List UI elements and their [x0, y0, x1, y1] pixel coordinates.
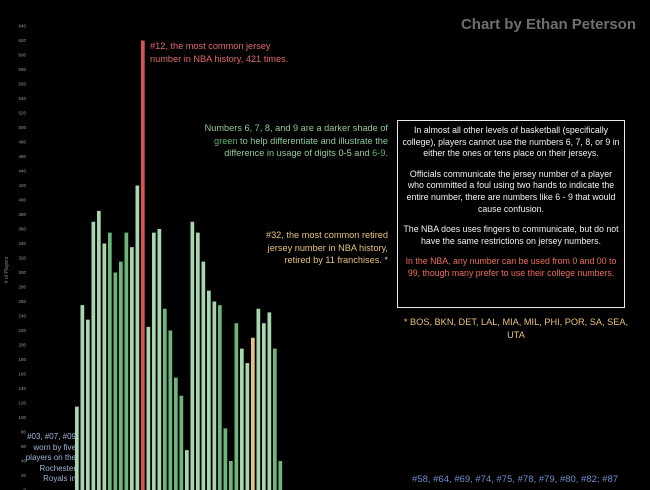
info-paragraph-4: In the NBA, any number can be used from …	[405, 256, 617, 278]
bar-number-21	[190, 221, 195, 490]
bar-number-16	[163, 308, 167, 490]
y-tick-label: 20	[21, 473, 27, 478]
y-tick-label: 180	[18, 357, 26, 362]
annotation-unused-numbers: #58, #64, #69, #74, #75, #78, #79, #80, …	[412, 474, 619, 485]
bar-number-9	[124, 232, 129, 490]
bar-number-32	[251, 337, 255, 490]
y-tick-label: 420	[18, 183, 26, 188]
annotation-green-text-3: and	[351, 148, 373, 158]
bar-number-26	[218, 305, 222, 490]
bar-number-31	[245, 363, 250, 490]
info-paragraph-2: Officials communicate the jersey number …	[406, 168, 616, 214]
y-tick-label: 520	[18, 111, 26, 116]
y-tick-label: 640	[18, 24, 26, 29]
y-tick-label: 60	[21, 444, 27, 449]
bar-number-33	[256, 308, 261, 490]
retired-teams-note: * BOS, BKN, DET, LAL, MIA, MIL, PHI, POR…	[403, 317, 629, 340]
bar-number-23	[201, 261, 206, 490]
y-tick-label: 540	[18, 96, 26, 101]
y-tick-label: 500	[18, 125, 26, 130]
y-tick-label: 380	[18, 212, 26, 217]
y-tick-label: 620	[18, 38, 26, 43]
y-tick-label: 140	[18, 386, 26, 391]
bar-number-34	[262, 323, 266, 490]
bar-number-2	[86, 319, 90, 490]
y-tick-label: 460	[18, 154, 26, 159]
y-tick-label: 300	[18, 270, 26, 275]
y-tick-label: 360	[18, 227, 26, 232]
y-axis-ticks: 0 20 40 60 80 100 120 140 160 180 200 220 240 260 280 3…	[18, 24, 26, 490]
y-tick-label: 320	[18, 256, 26, 261]
annotation-number-12: #12, the most common jersey number in NB…	[150, 41, 289, 64]
bars	[75, 40, 283, 490]
y-tick-label: 440	[18, 169, 26, 174]
annotation-green-range-1: 0-5	[338, 148, 352, 158]
chart-credit: Chart by Ethan Peterson	[460, 16, 636, 33]
y-tick-label: 120	[18, 401, 26, 406]
annotation-green-text-2: to help differentiate and illustrate the…	[224, 135, 388, 159]
bar-number-29	[234, 323, 239, 490]
y-tick-label: 280	[18, 285, 26, 290]
annotation-number-32: #32, the most common retired jersey numb…	[265, 230, 388, 265]
annotation-green-text-4: .	[385, 148, 388, 158]
bar-number-20	[185, 450, 189, 490]
y-tick-label: 340	[18, 241, 26, 246]
bar-number-0	[75, 406, 79, 490]
y-tick-label: 40	[21, 459, 27, 464]
bar-number-4	[97, 210, 101, 490]
bar-number-3	[91, 221, 96, 490]
bar-number-10	[130, 247, 134, 490]
y-tick-label: 560	[18, 82, 26, 87]
bar-number-13	[146, 326, 151, 490]
bar-number-19	[179, 395, 184, 490]
bar-number-15	[157, 229, 162, 490]
bar-number-24	[207, 290, 211, 490]
bar-number-28	[229, 461, 233, 490]
y-tick-label: 260	[18, 299, 26, 304]
y-tick-label: 200	[18, 343, 26, 348]
y-tick-label: 400	[18, 198, 26, 203]
info-box: In almost all other levels of basketball…	[397, 120, 625, 308]
bar-number-5	[102, 243, 107, 490]
bar-number-14	[152, 232, 156, 490]
annotation-green-range-2: 6-9	[372, 148, 386, 158]
y-tick-label: 220	[18, 328, 26, 333]
bar-number-18	[174, 377, 178, 490]
bar-number-12	[141, 40, 145, 490]
bar-number-35	[267, 312, 272, 490]
bar-number-8	[119, 261, 123, 490]
y-tick-label: 240	[18, 314, 26, 319]
annotation-green-shades: Numbers 6, 7, 8, and 9 are a darker shad…	[200, 122, 388, 160]
y-axis-label: # of Players	[4, 256, 10, 283]
bar-number-6	[108, 232, 112, 490]
bar-number-27	[223, 428, 228, 490]
bar-number-11	[135, 185, 140, 490]
y-tick-label: 160	[18, 372, 26, 377]
bar-number-17	[168, 330, 173, 490]
bar-number-25	[212, 301, 217, 490]
bar-number-22	[196, 232, 200, 490]
info-paragraph-3: The NBA does uses fingers to communicate…	[403, 224, 619, 246]
annotation-green-word: green	[213, 135, 238, 146]
bar-number-30	[240, 348, 244, 490]
y-tick-label: 480	[18, 140, 26, 145]
bar-number-7	[113, 272, 118, 490]
bar-number-36	[273, 348, 277, 490]
bar-number-1	[80, 305, 85, 490]
y-tick-label: 580	[18, 67, 26, 72]
y-tick-label: 0	[23, 488, 26, 490]
annotation-numbers-03-07-09: #03, #07, #09 worn by five players on th…	[25, 432, 76, 483]
y-tick-label: 100	[18, 415, 26, 420]
y-tick-label: 600	[18, 53, 26, 58]
info-paragraph-1: In almost all other levels of basketball…	[402, 125, 620, 159]
annotation-green-text-1: Numbers 6, 7, 8, and 9 are a darker shad…	[204, 123, 388, 133]
y-tick-label: 80	[21, 430, 27, 435]
bar-number-37	[278, 461, 283, 490]
